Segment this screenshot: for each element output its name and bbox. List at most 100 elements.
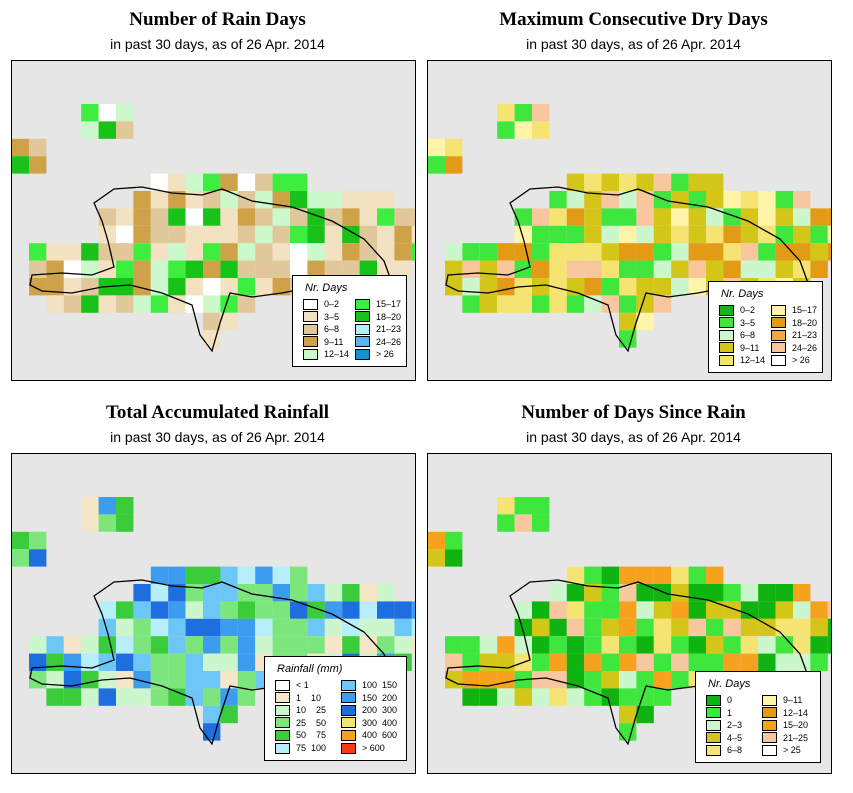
grid-cell (445, 138, 463, 157)
grid-cell (324, 636, 343, 654)
grid-cell (653, 618, 672, 637)
grid-cell (671, 601, 689, 619)
grid-cell (723, 601, 741, 619)
grid-cell (342, 601, 360, 619)
grid-cell (342, 584, 360, 602)
grid-cell (359, 601, 377, 619)
grid-cell (688, 278, 706, 296)
grid-cell (758, 225, 776, 244)
grid-cell (584, 584, 602, 602)
grid-cell (133, 260, 151, 278)
grid-cell (566, 208, 585, 226)
grid-cell (810, 208, 828, 226)
grid-cell (324, 191, 343, 209)
grid-cell (116, 121, 134, 139)
legend-label: 21–25 (783, 732, 809, 743)
legend-item: 200 300 (341, 704, 397, 716)
grid-cell (706, 173, 724, 191)
grid-cell (514, 514, 532, 532)
grid-cell (168, 243, 186, 261)
grid-cell (203, 601, 221, 619)
grid-cell (758, 618, 776, 637)
legend-item: 1 10 (275, 692, 321, 704)
grid-cell (29, 243, 47, 261)
grid-cell (185, 278, 203, 296)
panel-subtitle: in past 30 days, as of 26 Apr. 2014 (526, 429, 741, 445)
grid-cell (46, 653, 64, 671)
legend-label: 10 25 (296, 705, 327, 716)
grid-cell (619, 243, 637, 261)
legend-swatch (762, 707, 777, 719)
grid-cell (549, 671, 567, 689)
grid-cell (793, 191, 811, 209)
grid-cell (758, 191, 776, 209)
grid-cell (462, 243, 480, 261)
grid-cell (116, 497, 134, 515)
legend-label: 21–23 (792, 330, 818, 341)
grid-cell (81, 104, 99, 122)
legend-swatch (341, 742, 356, 754)
grid-cell (497, 636, 515, 654)
grid-cell (653, 653, 672, 671)
grid-cell (411, 225, 415, 244)
grid-cell (514, 225, 532, 244)
grid-cell (342, 191, 360, 209)
grid-cell (479, 278, 498, 296)
grid-cell (584, 688, 602, 706)
grid-cell (220, 618, 238, 637)
legend-item: 400 600 (341, 729, 397, 741)
grid-cell (150, 636, 169, 654)
grid-cell (636, 173, 654, 191)
grid-cell (377, 636, 395, 654)
grid-cell (636, 584, 654, 602)
grid-cell (220, 671, 238, 689)
grid-cell (255, 260, 273, 278)
grid-cell (255, 584, 273, 602)
grid-cell (150, 225, 169, 244)
grid-cell (827, 208, 831, 226)
legend: Nr. Days 0–2 3–5 6–8 9–11 12–14 15–17 18–20 21–… (708, 281, 823, 373)
grid-cell (116, 514, 134, 532)
grid-cell (81, 636, 99, 654)
grid-cell (549, 208, 567, 226)
grid-cell (497, 104, 515, 122)
grid-cell (237, 584, 256, 602)
grid-cell (359, 636, 377, 654)
grid-cell (793, 601, 811, 619)
legend-swatch (275, 704, 290, 716)
grid-cell (706, 208, 724, 226)
grid-cell (636, 208, 654, 226)
legend-item: 1 (706, 707, 732, 719)
grid-cell (758, 653, 776, 671)
grid-cell (584, 173, 602, 191)
grid-cell (566, 653, 585, 671)
legend-item: 12–14 (762, 707, 808, 719)
grid-cell (497, 671, 515, 689)
legend-swatch (706, 732, 721, 744)
legend-swatch (719, 329, 734, 341)
legend-swatch (762, 732, 777, 744)
grid-cell (740, 584, 759, 602)
grid-cell (740, 653, 759, 671)
grid-cell (116, 260, 134, 278)
grid-cell (619, 191, 637, 209)
coastline-outline (445, 579, 822, 746)
grid-cell (116, 688, 134, 706)
grid-cell (237, 618, 256, 637)
grid-cell (653, 225, 672, 244)
grid-cell (514, 636, 532, 654)
legend-swatch (275, 679, 290, 691)
legend-swatch (771, 329, 786, 341)
grid-cell (584, 566, 602, 584)
legend-item: > 600 (341, 742, 385, 754)
grid-cell (566, 688, 585, 706)
grid-cell (255, 636, 273, 654)
grid-cell (150, 243, 169, 261)
legend-label: 6–8 (740, 330, 756, 341)
grid-cell (619, 618, 637, 637)
grid-cell (601, 636, 619, 654)
grid-cell (237, 295, 256, 313)
grid-cell (203, 636, 221, 654)
grid-cell (342, 618, 360, 637)
legend-label: 24–26 (792, 342, 818, 353)
